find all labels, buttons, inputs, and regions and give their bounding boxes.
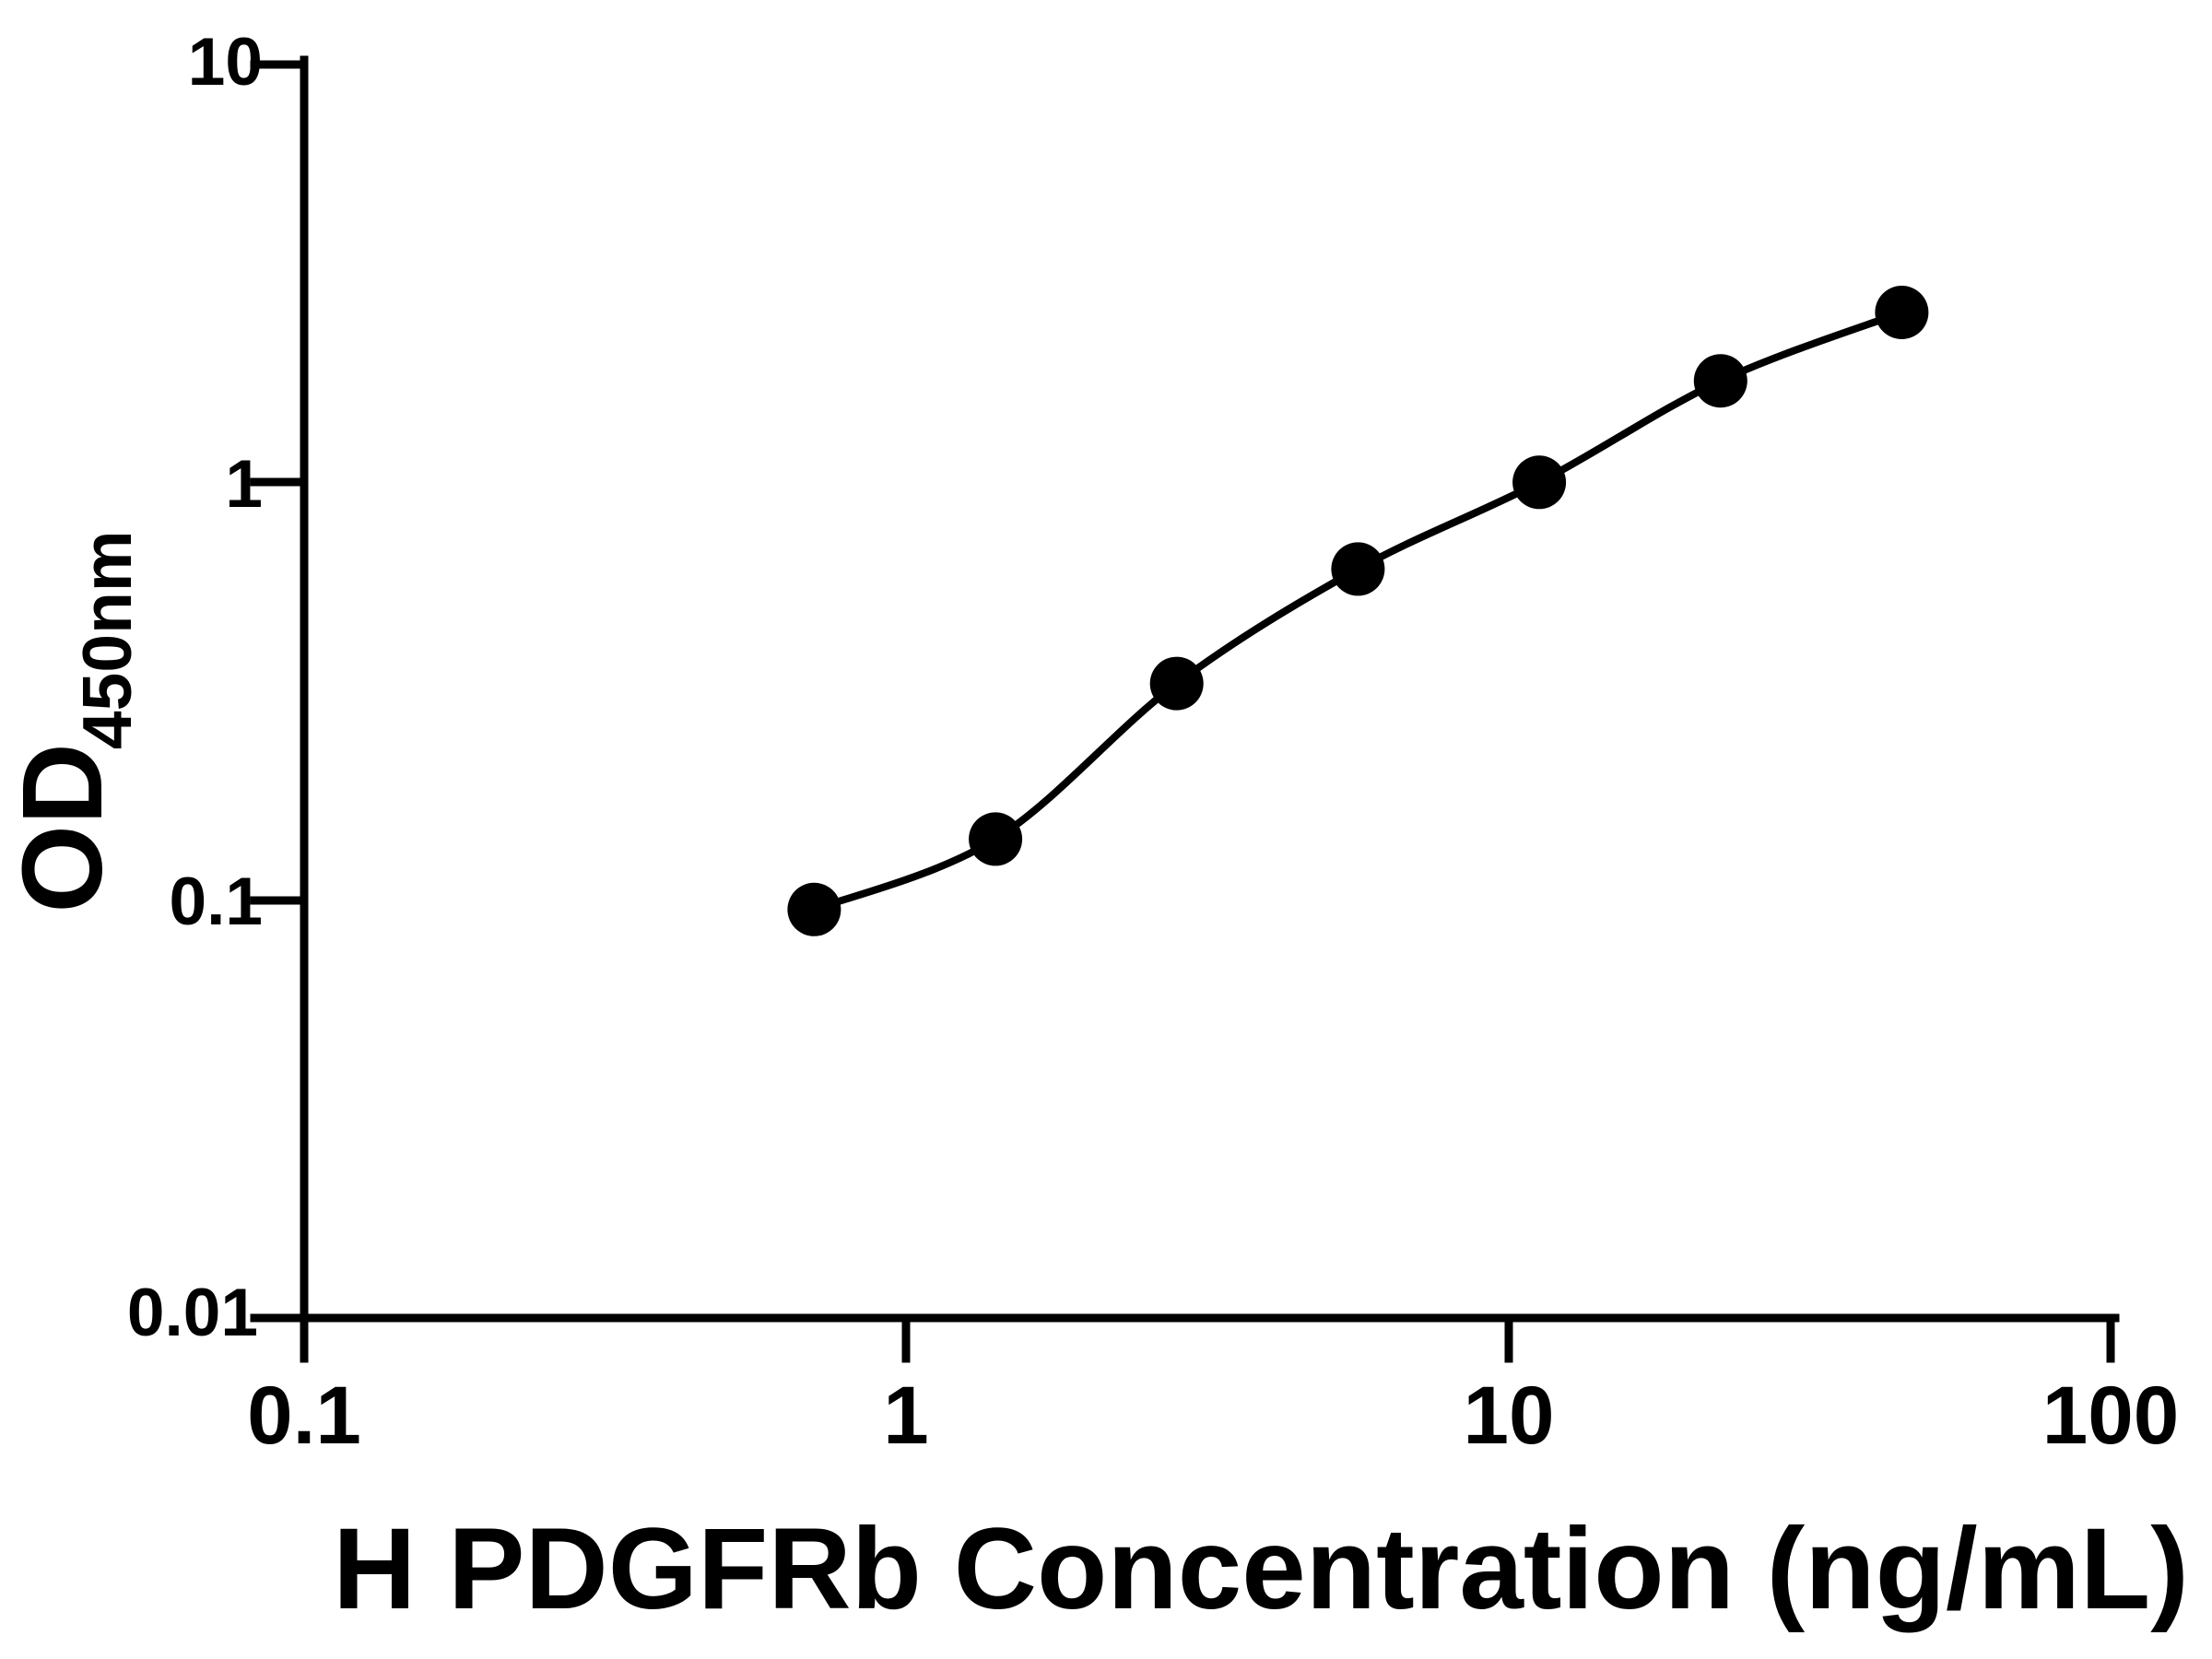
svg-text:1: 1 xyxy=(225,447,263,522)
svg-text:0.1: 0.1 xyxy=(170,865,263,939)
svg-text:0.01: 0.01 xyxy=(127,1276,258,1350)
svg-text:H PDGFRb Concentration (ng/mL): H PDGFRb Concentration (ng/mL) xyxy=(333,1505,2189,1633)
svg-text:OD450nm: OD450nm xyxy=(0,530,146,912)
svg-text:10: 10 xyxy=(188,25,263,100)
svg-text:1: 1 xyxy=(883,1369,929,1461)
svg-text:0.1: 0.1 xyxy=(247,1369,361,1461)
svg-text:10: 10 xyxy=(1464,1369,1555,1461)
svg-text:100: 100 xyxy=(2042,1369,2180,1461)
